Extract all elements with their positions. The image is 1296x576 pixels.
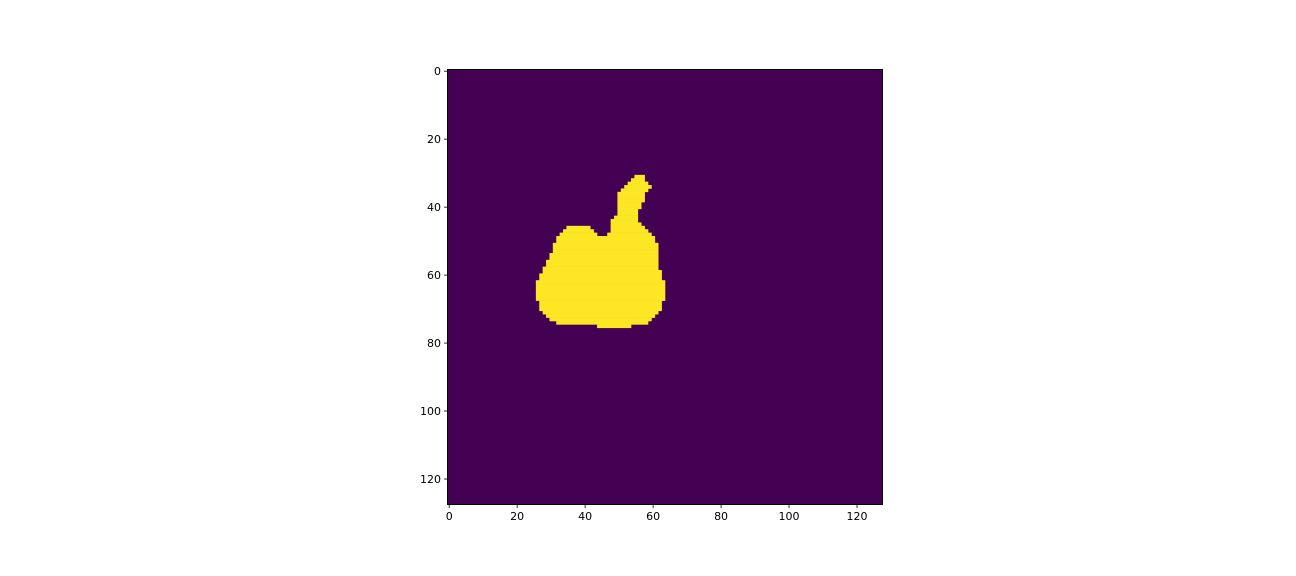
mask-run xyxy=(549,317,652,322)
mask-run xyxy=(617,208,639,213)
x-tick-label: 120 xyxy=(847,510,868,523)
mask-run xyxy=(535,297,666,301)
mask-run xyxy=(617,212,639,216)
mask-run xyxy=(539,300,662,305)
mask-run xyxy=(539,303,662,308)
y-tick-label: 0 xyxy=(434,65,441,78)
y-tick-label: 80 xyxy=(427,337,441,350)
mask-run xyxy=(610,225,645,230)
mask-run xyxy=(617,198,645,203)
y-tick-label: 100 xyxy=(420,405,441,418)
mask-run xyxy=(614,215,639,220)
mask-run xyxy=(556,239,656,244)
mask-run xyxy=(617,205,642,210)
mask-run xyxy=(556,236,656,240)
mask-run xyxy=(546,259,659,264)
mask-run xyxy=(563,229,594,233)
heatmap-image xyxy=(447,69,883,505)
mask-run xyxy=(535,290,666,295)
mask-run xyxy=(620,188,649,193)
mask-run xyxy=(539,273,662,278)
y-tick-label: 120 xyxy=(420,473,441,486)
y-axis: 0 20 40 60 80 100 120 xyxy=(420,65,448,486)
x-tick-label: 100 xyxy=(779,510,800,523)
mask-run xyxy=(542,270,662,274)
mask-run xyxy=(542,266,659,271)
mask-run xyxy=(552,249,659,254)
mask-run xyxy=(631,178,645,182)
x-axis: 0 20 40 60 80 100 120 xyxy=(446,504,868,523)
mask-run xyxy=(542,310,659,315)
x-tick-label: 40 xyxy=(578,510,592,523)
mask-run xyxy=(607,232,652,237)
mask-run xyxy=(546,314,656,318)
mask-run xyxy=(597,324,632,329)
x-tick-label: 0 xyxy=(446,510,453,523)
y-tick-label: 20 xyxy=(427,133,441,146)
mask-run xyxy=(539,307,662,312)
mask-run xyxy=(556,320,649,325)
mask-run xyxy=(539,276,662,281)
mask-run xyxy=(566,225,591,230)
mask-run xyxy=(610,229,649,233)
x-tick-label: 20 xyxy=(510,510,524,523)
mask-run xyxy=(634,174,645,179)
y-tick-label: 60 xyxy=(427,269,441,282)
mask-run xyxy=(535,280,666,284)
mask-run xyxy=(535,283,666,288)
mask-run xyxy=(546,263,659,267)
mask-run xyxy=(559,232,598,237)
mask-run xyxy=(610,222,642,227)
mask-run xyxy=(617,195,645,199)
x-tick-label: 80 xyxy=(714,510,728,523)
mask-run xyxy=(549,253,659,257)
axes-frame xyxy=(447,69,883,505)
mask-run xyxy=(549,256,659,261)
mask-run xyxy=(617,202,642,206)
mask-run xyxy=(535,293,666,298)
mask-run xyxy=(624,185,652,189)
mask-run xyxy=(552,246,659,250)
mask-run xyxy=(627,181,649,186)
x-tick-label: 60 xyxy=(646,510,660,523)
mask-run xyxy=(535,287,666,291)
y-tick-label: 40 xyxy=(427,201,441,214)
mask-run xyxy=(617,191,645,196)
mask-run xyxy=(552,242,659,247)
mask-run xyxy=(610,219,639,223)
